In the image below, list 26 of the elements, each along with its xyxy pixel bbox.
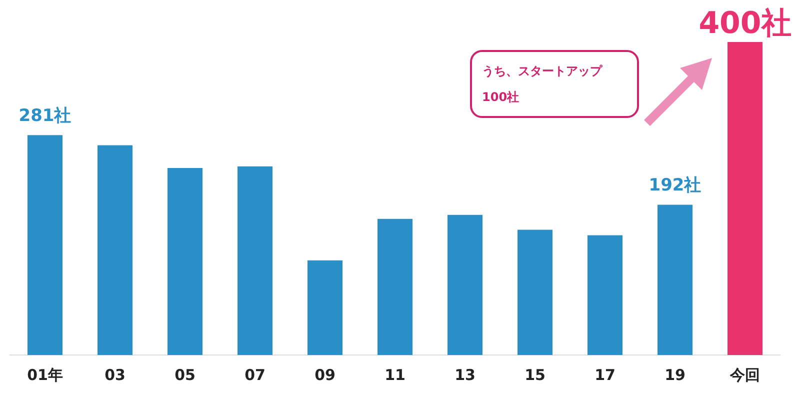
data-label: 400社 [698, 6, 792, 41]
x-tick-label: 15 [524, 366, 546, 384]
x-tick-label: 07 [244, 366, 266, 384]
x-tick-label: 03 [104, 366, 126, 384]
x-tick-label: 11 [384, 366, 406, 384]
bar [658, 204, 692, 355]
bar [238, 166, 272, 355]
x-tick-label: 09 [314, 366, 336, 384]
speech-bubble: うち、スタートアップ 100社 [470, 50, 639, 118]
bar [28, 135, 62, 355]
x-tick-label: 今回 [729, 366, 760, 384]
x-tick-label: 01年 [27, 366, 63, 384]
bar [98, 145, 132, 355]
data-label: 281社 [18, 106, 72, 126]
x-tick-label: 13 [454, 366, 476, 384]
bar [728, 42, 762, 355]
bar [308, 260, 342, 355]
bar [588, 235, 622, 355]
x-tick-label: 05 [174, 366, 196, 384]
bar [518, 230, 552, 355]
x-tick-label: 19 [664, 366, 686, 384]
bar [168, 168, 202, 355]
x-tick-label: 17 [594, 366, 616, 384]
bar [378, 218, 412, 355]
data-label: 192社 [648, 176, 702, 196]
bar [448, 214, 482, 355]
